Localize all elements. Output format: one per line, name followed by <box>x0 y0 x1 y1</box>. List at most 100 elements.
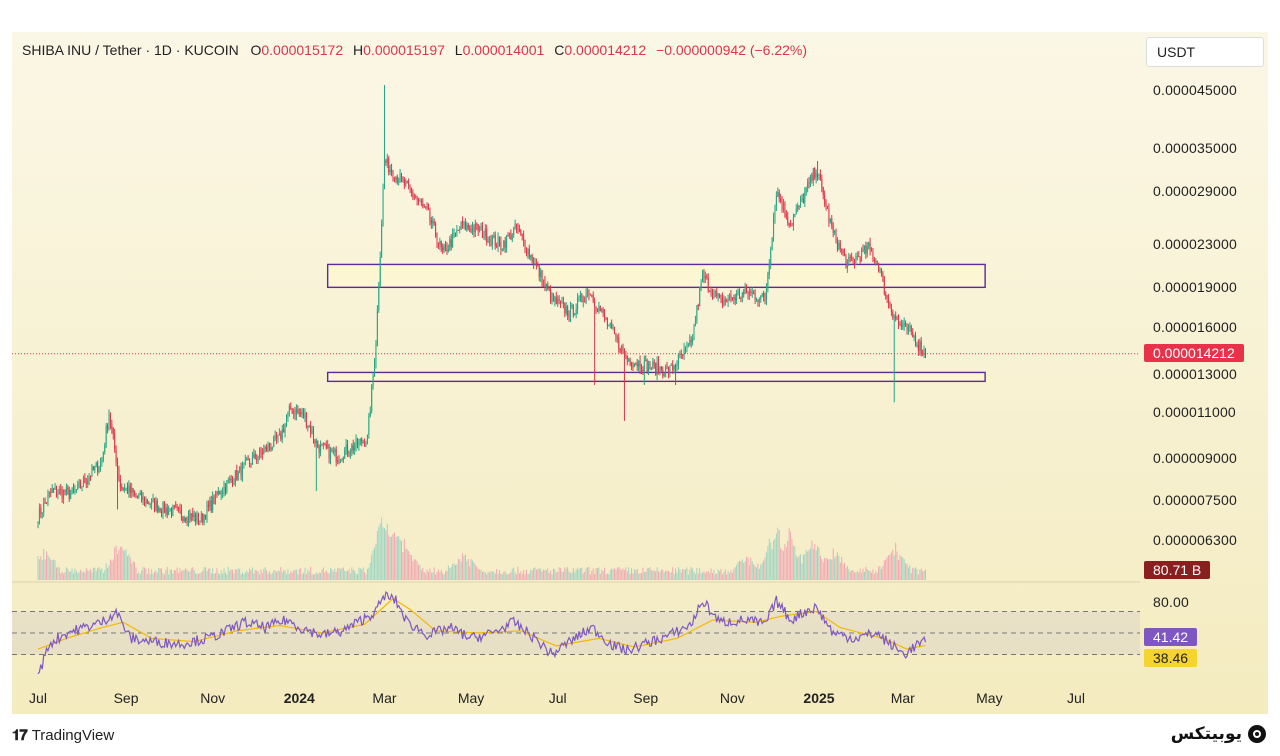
volume-bar <box>243 573 245 580</box>
volume-bar <box>652 570 654 580</box>
candle-body <box>412 191 414 197</box>
candle-body <box>714 291 716 293</box>
price-tick-label: 0.000011000 <box>1153 404 1236 421</box>
candle-body <box>44 502 46 504</box>
candle-body <box>382 189 384 225</box>
volume-bar <box>351 567 353 580</box>
candle-body <box>436 236 438 245</box>
volume-bar <box>882 565 884 580</box>
volume-bar <box>308 571 310 580</box>
volume-bar <box>263 568 265 580</box>
volume-bar <box>277 570 279 580</box>
candle-body <box>822 186 824 195</box>
volume-bar <box>523 570 525 580</box>
volume-bar <box>425 573 427 580</box>
volume-bar <box>479 569 481 580</box>
volume-bar <box>95 571 97 580</box>
candle-body <box>643 360 645 372</box>
candle-body <box>195 514 197 522</box>
volume-bar <box>648 568 650 580</box>
volume-bar <box>795 555 797 580</box>
candle-body <box>609 322 611 326</box>
candle-body <box>514 223 516 229</box>
volume-bar <box>575 569 577 580</box>
candle-body <box>706 276 708 278</box>
candle-body <box>882 272 884 278</box>
candle-body <box>807 182 809 189</box>
candle-body <box>655 363 657 375</box>
volume-bar <box>849 571 851 580</box>
candle-body <box>243 462 245 464</box>
candle-body <box>842 250 844 253</box>
candle-body <box>729 295 731 299</box>
candle-body <box>754 293 756 301</box>
candle-body <box>297 409 299 413</box>
candle-body <box>470 229 472 233</box>
symbol-title[interactable]: SHIBA INU / Tether · 1D · KUCOIN <box>22 42 239 58</box>
volume-bar <box>692 568 694 580</box>
volume-bar <box>675 568 677 580</box>
volume-bar <box>250 570 252 580</box>
volume-bar <box>798 555 800 580</box>
time-tick-label: Nov <box>719 690 745 706</box>
candle-body <box>117 462 119 469</box>
volume-bar <box>862 568 864 580</box>
price-tick-label: 0.000023000 <box>1153 235 1237 252</box>
price-tick-label: 0.000009000 <box>1153 450 1237 467</box>
volume-bar <box>822 562 824 580</box>
volume-bar <box>369 562 371 580</box>
volume-bar <box>658 571 660 580</box>
candle-body <box>163 501 165 513</box>
volume-bar <box>511 568 513 580</box>
candle-body <box>51 488 53 494</box>
candle-body <box>704 276 706 279</box>
volume-bar <box>781 549 783 580</box>
candle-body <box>268 444 270 448</box>
candle-body <box>717 295 719 297</box>
volume-bar <box>534 567 536 580</box>
candle-body <box>344 449 346 459</box>
volume-bar <box>834 558 836 580</box>
brand-wordmark: یوبیتکس <box>1170 724 1242 743</box>
candle-body <box>165 507 167 513</box>
volume-bar <box>615 569 617 580</box>
volume-bar <box>418 564 420 580</box>
candle-body <box>588 290 590 295</box>
volume-bar <box>256 570 258 580</box>
candle-body <box>753 292 755 294</box>
tradingview-logo[interactable]: 𝟏𝟕 TradingView <box>12 727 114 744</box>
volume-bar <box>356 574 358 580</box>
candle-body <box>731 298 733 300</box>
candle-body <box>454 232 456 234</box>
candle-body <box>376 309 378 346</box>
candle-body <box>121 487 123 489</box>
volume-bar <box>896 551 898 580</box>
candle-body <box>521 233 523 237</box>
candle-body <box>237 470 239 480</box>
candle-body <box>915 336 917 347</box>
currency-selector[interactable]: USDT <box>1146 37 1264 67</box>
candle-body <box>672 364 674 370</box>
candle-body <box>479 227 481 232</box>
volume-bar <box>527 573 529 580</box>
volume-bar <box>364 572 366 580</box>
candle-body <box>800 198 802 207</box>
candle-body <box>773 218 775 238</box>
candle-body <box>118 468 120 480</box>
candle-body <box>483 235 485 238</box>
volume-bar <box>919 569 921 580</box>
volume-bar <box>372 550 374 580</box>
candle-body <box>703 271 705 279</box>
candle-body <box>719 295 721 298</box>
volume-bar <box>433 567 435 580</box>
volume-bar <box>852 570 854 580</box>
volume-bar <box>226 574 228 580</box>
candle-body <box>345 444 347 450</box>
candle-body <box>68 489 70 499</box>
volume-bar <box>94 567 96 580</box>
candle-body <box>251 457 253 465</box>
volume-bar <box>90 569 92 580</box>
candle-body <box>527 248 529 255</box>
volume-bar <box>470 559 472 580</box>
